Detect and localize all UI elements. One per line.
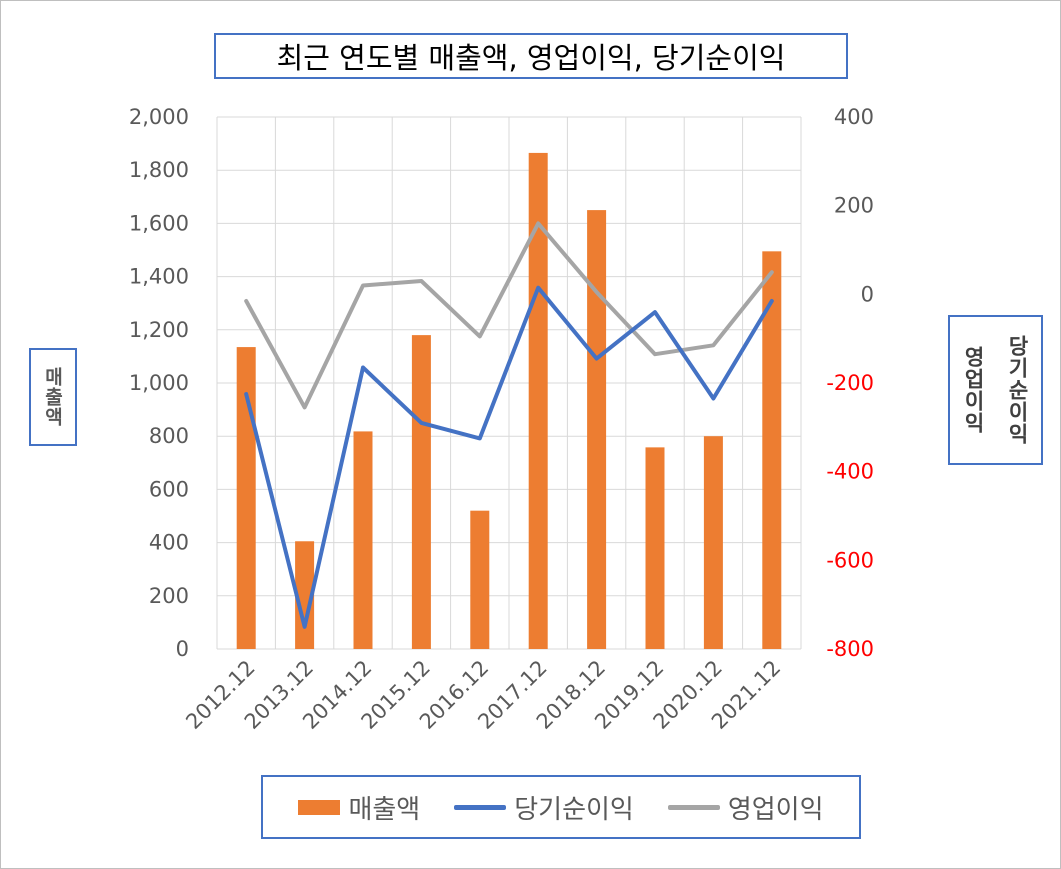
line-net-income — [244, 285, 774, 629]
bar-revenue — [587, 210, 607, 649]
right-axis-tick-label: 400 — [834, 105, 874, 129]
right-axis-tick-label: -200 — [826, 371, 874, 395]
left-axis-tick-label: 1,000 — [129, 371, 189, 395]
right-axis-label: 당기순이익 영업이익 — [948, 315, 1043, 465]
left-axis-tick-label: 1,800 — [129, 158, 189, 182]
left-axis-tick-label: 200 — [149, 584, 189, 608]
legend-item-net-income: 당기순이익 — [454, 789, 634, 826]
chart-title: 최근 연도별 매출액, 영업이익, 당기순이익 — [214, 33, 848, 79]
right-axis-label-line-2: 영업이익 — [961, 346, 986, 434]
left-axis-tick-label: 1,400 — [129, 265, 189, 289]
right-axis-tick-label: -800 — [826, 637, 874, 661]
bar-revenue — [236, 347, 256, 649]
left-axis-tick-label: 1,200 — [129, 318, 189, 342]
bar-revenue — [645, 447, 665, 649]
left-axis-tick-label: 0 — [176, 637, 189, 661]
right-axis-label-line-1: 당기순이익 — [1005, 335, 1030, 445]
left-axis-tick-label: 2,000 — [129, 105, 189, 129]
legend-swatch-revenue — [298, 799, 341, 815]
legend-label-net-income: 당기순이익 — [514, 794, 634, 825]
left-axis-label: 매출액 — [29, 348, 77, 446]
left-axis-tick-label: 400 — [149, 531, 189, 555]
bar-revenue — [528, 152, 548, 649]
right-axis-tick-label: -400 — [826, 460, 874, 484]
right-axis-tick-label: 200 — [834, 194, 874, 218]
bar-revenue — [703, 436, 723, 649]
left-axis-tick-label: 800 — [149, 424, 189, 448]
left-axis-tick-label: 1,600 — [129, 211, 189, 235]
line-operating-income — [244, 221, 774, 410]
bar-revenue — [470, 510, 490, 649]
right-axis-tick-label: -600 — [826, 548, 874, 572]
legend-label-revenue: 매출액 — [348, 794, 421, 825]
legend-item-revenue: 매출액 — [298, 789, 420, 826]
bar-revenue — [295, 541, 315, 649]
legend-swatch-operating-income — [667, 804, 720, 810]
bar-revenue — [353, 431, 373, 649]
bar-revenue — [411, 335, 431, 649]
legend: 매출액 당기순이익 영업이익 — [261, 775, 861, 839]
bar-revenue — [762, 251, 782, 649]
legend-label-operating-income: 영업이익 — [727, 794, 824, 825]
legend-swatch-net-income — [454, 804, 507, 810]
legend-item-operating-income: 영업이익 — [667, 789, 824, 826]
right-axis-tick-label: 0 — [861, 282, 874, 306]
left-axis-tick-label: 600 — [149, 477, 189, 501]
